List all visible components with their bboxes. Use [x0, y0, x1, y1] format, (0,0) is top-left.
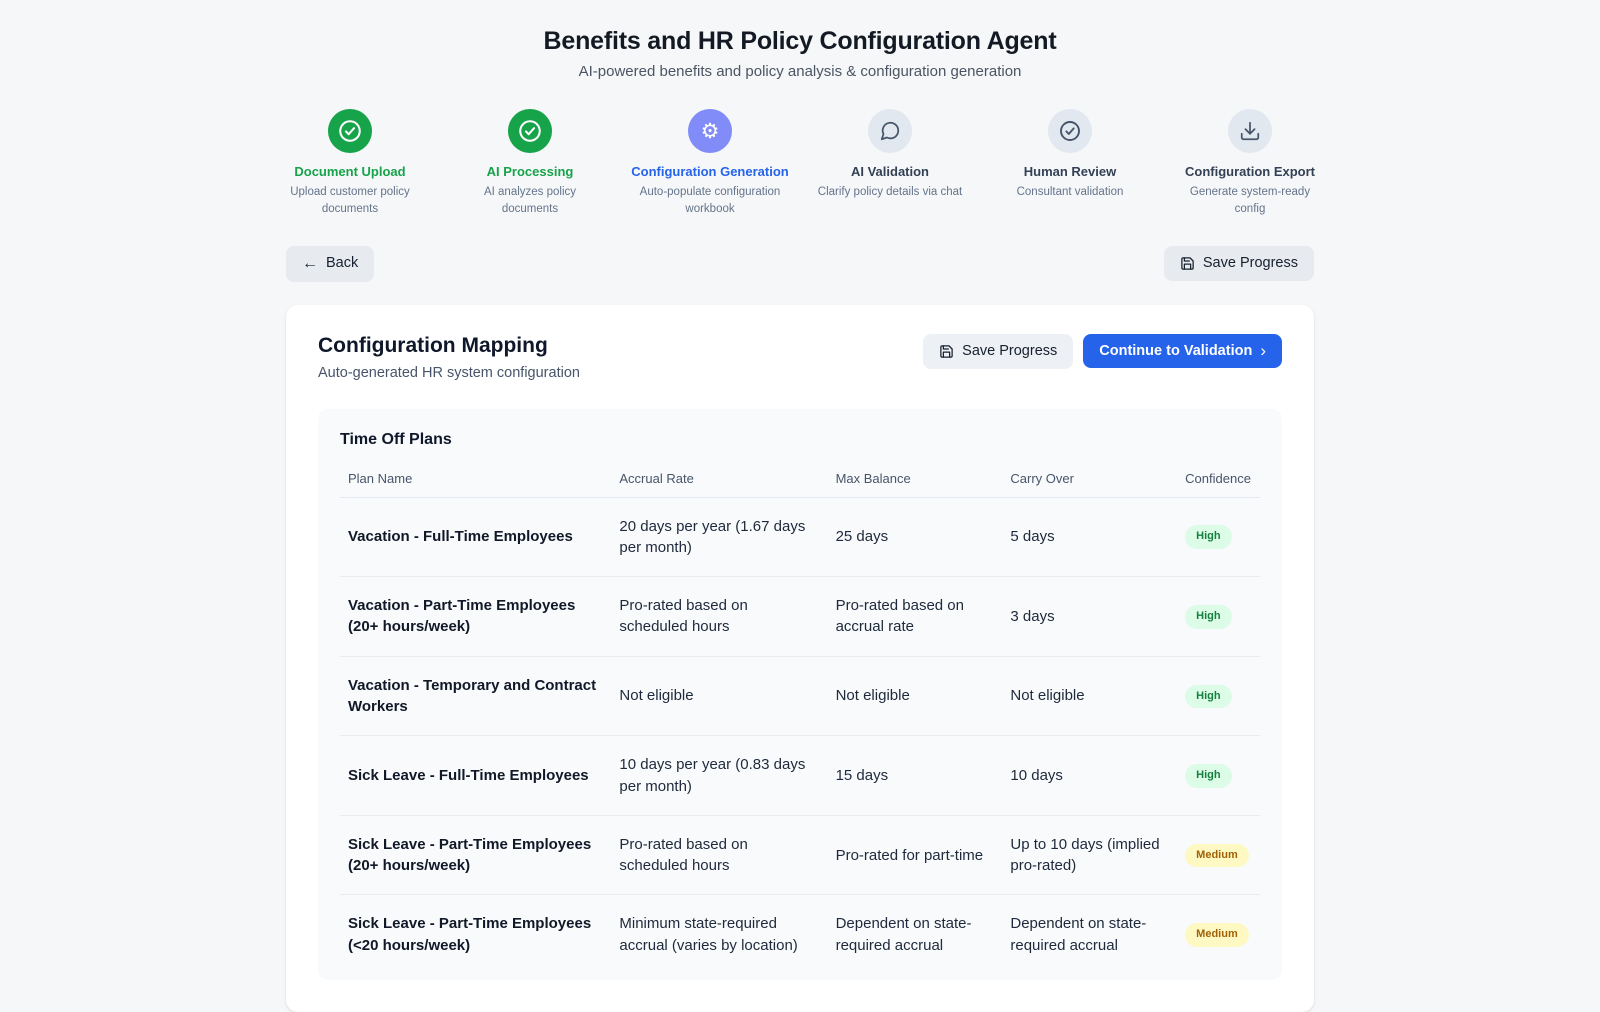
step-description: Auto-populate configuration workbook [631, 184, 789, 219]
check-circle-icon [508, 109, 552, 153]
chevron-right-icon: › [1260, 344, 1266, 358]
cell-max-balance: Dependent on state-required accrual [828, 895, 1003, 974]
table-row: Vacation - Part-Time Employees (20+ hour… [340, 577, 1260, 657]
step-label: Human Review [991, 164, 1149, 179]
cell-accrual-rate: 20 days per year (1.67 days per month) [611, 497, 827, 577]
table-row: Vacation - Full-Time Employees 20 days p… [340, 497, 1260, 577]
workflow-stepper: Document Upload Upload customer policy d… [0, 109, 1600, 219]
cell-confidence: Medium [1177, 815, 1260, 895]
cell-confidence: Medium [1177, 895, 1260, 974]
table-row: Sick Leave - Full-Time Employees 10 days… [340, 736, 1260, 816]
save-progress-label: Save Progress [962, 344, 1057, 359]
column-header: Max Balance [828, 465, 1003, 498]
step-description: Generate system-ready config [1171, 184, 1329, 219]
card-subtitle: Auto-generated HR system configuration [318, 365, 580, 381]
arrow-left-icon: ← [302, 256, 318, 272]
column-header: Carry Over [1002, 465, 1177, 498]
continue-to-validation-button[interactable]: Continue to Validation › [1083, 334, 1282, 369]
save-progress-button-top[interactable]: Save Progress [1164, 246, 1314, 281]
cell-accrual-rate: 10 days per year (0.83 days per month) [611, 736, 827, 816]
step-document-upload: Document Upload Upload customer policy d… [271, 109, 429, 219]
confidence-badge: High [1185, 685, 1231, 709]
configuration-mapping-card: Configuration Mapping Auto-generated HR … [286, 305, 1314, 1012]
cell-max-balance: 25 days [828, 497, 1003, 577]
cell-max-balance: Pro-rated based on accrual rate [828, 577, 1003, 657]
save-icon [939, 344, 954, 359]
table-row: Sick Leave - Part-Time Employees (<20 ho… [340, 895, 1260, 974]
back-button-label: Back [326, 256, 358, 271]
step-label: Configuration Generation [631, 164, 789, 179]
cell-carry-over: 5 days [1002, 497, 1177, 577]
cell-plan-name: Vacation - Part-Time Employees (20+ hour… [340, 577, 611, 657]
cell-confidence: High [1177, 497, 1260, 577]
step-description: Consultant validation [991, 184, 1149, 201]
step-ai-processing: AI Processing AI analyzes policy documen… [451, 109, 609, 219]
chat-bubble-icon [868, 109, 912, 153]
cell-accrual-rate: Minimum state-required accrual (varies b… [611, 895, 827, 974]
continue-label: Continue to Validation [1099, 344, 1252, 359]
step-label: AI Validation [811, 164, 969, 179]
column-header: Plan Name [340, 465, 611, 498]
cell-confidence: High [1177, 577, 1260, 657]
step-label: AI Processing [451, 164, 609, 179]
confidence-badge: Medium [1185, 844, 1249, 868]
step-human-review: Human Review Consultant validation [991, 109, 1149, 219]
cell-confidence: High [1177, 656, 1260, 736]
table-row: Vacation - Temporary and Contract Worker… [340, 656, 1260, 736]
cell-plan-name: Sick Leave - Part-Time Employees (20+ ho… [340, 815, 611, 895]
confidence-badge: High [1185, 525, 1231, 549]
card-title: Configuration Mapping [318, 334, 580, 358]
back-button[interactable]: ← Back [286, 246, 374, 282]
step-label: Document Upload [271, 164, 429, 179]
time-off-plans-table: Plan Name Accrual Rate Max Balance Carry… [340, 465, 1260, 975]
cell-plan-name: Vacation - Temporary and Contract Worker… [340, 656, 611, 736]
step-configuration-generation: ⚙ Configuration Generation Auto-populate… [631, 109, 789, 219]
save-icon [1180, 256, 1195, 271]
cell-plan-name: Vacation - Full-Time Employees [340, 497, 611, 577]
page-title: Benefits and HR Policy Configuration Age… [0, 27, 1600, 56]
gear-icon: ⚙ [688, 109, 732, 153]
card-actions: Save Progress Continue to Validation › [923, 334, 1282, 369]
step-label: Configuration Export [1171, 164, 1329, 179]
step-description: Upload customer policy documents [271, 184, 429, 219]
step-configuration-export: Configuration Export Generate system-rea… [1171, 109, 1329, 219]
table-header-row: Plan Name Accrual Rate Max Balance Carry… [340, 465, 1260, 498]
page-subtitle: AI-powered benefits and policy analysis … [0, 63, 1600, 80]
cell-max-balance: 15 days [828, 736, 1003, 816]
cell-accrual-rate: Pro-rated based on scheduled hours [611, 815, 827, 895]
download-icon [1228, 109, 1272, 153]
table-row: Sick Leave - Part-Time Employees (20+ ho… [340, 815, 1260, 895]
cell-accrual-rate: Pro-rated based on scheduled hours [611, 577, 827, 657]
card-header-text: Configuration Mapping Auto-generated HR … [318, 334, 580, 381]
check-circle-icon [328, 109, 372, 153]
cell-max-balance: Pro-rated for part-time [828, 815, 1003, 895]
step-description: Clarify policy details via chat [811, 184, 969, 201]
step-ai-validation: AI Validation Clarify policy details via… [811, 109, 969, 219]
column-header: Accrual Rate [611, 465, 827, 498]
cell-plan-name: Sick Leave - Full-Time Employees [340, 736, 611, 816]
cell-carry-over: Not eligible [1002, 656, 1177, 736]
time-off-plans-panel: Time Off Plans Plan Name Accrual Rate Ma… [318, 409, 1282, 981]
confidence-badge: High [1185, 605, 1231, 629]
nav-row: ← Back Save Progress [286, 246, 1314, 282]
column-header: Confidence [1177, 465, 1260, 498]
check-circle-icon [1048, 109, 1092, 153]
confidence-badge: Medium [1185, 923, 1249, 947]
section-title: Time Off Plans [340, 431, 1260, 449]
cell-confidence: High [1177, 736, 1260, 816]
cell-max-balance: Not eligible [828, 656, 1003, 736]
cell-accrual-rate: Not eligible [611, 656, 827, 736]
confidence-badge: High [1185, 764, 1231, 788]
save-progress-label: Save Progress [1203, 256, 1298, 271]
cell-carry-over: Dependent on state-required accrual [1002, 895, 1177, 974]
cell-carry-over: 10 days [1002, 736, 1177, 816]
cell-carry-over: Up to 10 days (implied pro-rated) [1002, 815, 1177, 895]
step-description: AI analyzes policy documents [451, 184, 609, 219]
app-header: Benefits and HR Policy Configuration Age… [0, 0, 1600, 80]
save-progress-button-card[interactable]: Save Progress [923, 334, 1073, 369]
card-header: Configuration Mapping Auto-generated HR … [318, 334, 1282, 381]
cell-carry-over: 3 days [1002, 577, 1177, 657]
cell-plan-name: Sick Leave - Part-Time Employees (<20 ho… [340, 895, 611, 974]
